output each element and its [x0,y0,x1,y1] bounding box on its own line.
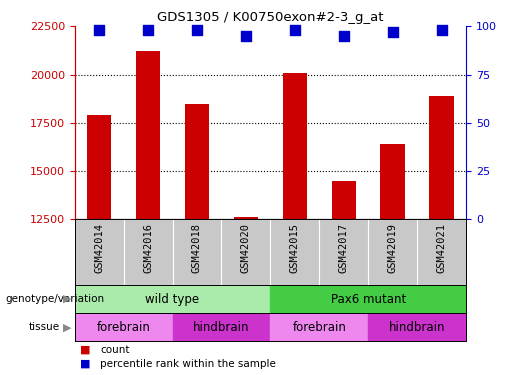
Text: forebrain: forebrain [293,321,346,334]
Text: hindbrain: hindbrain [389,321,445,334]
Point [95,27,103,33]
Text: hindbrain: hindbrain [193,321,250,334]
Text: ■: ■ [80,345,90,355]
Bar [87,115,111,219]
Bar [75,313,173,341]
Text: GSM42021: GSM42021 [437,223,447,273]
Text: ▶: ▶ [63,294,71,304]
Text: GSM42015: GSM42015 [290,223,300,273]
Bar [185,104,209,219]
Bar [234,217,258,219]
Text: ■: ■ [80,359,90,369]
Bar [332,181,356,219]
Text: percentile rank within the sample: percentile rank within the sample [100,359,277,369]
Bar [381,144,405,219]
Text: ▶: ▶ [63,322,71,332]
Text: wild type: wild type [145,292,200,306]
Point [339,33,348,39]
Bar [270,285,466,313]
Point [290,27,299,33]
Bar [270,313,368,341]
Point [193,27,201,33]
Text: forebrain: forebrain [97,321,150,334]
Point [144,27,152,33]
Text: tissue: tissue [28,322,59,332]
Text: GSM42014: GSM42014 [94,223,104,273]
Text: count: count [100,345,130,355]
Bar [283,73,307,219]
Bar [75,285,270,313]
Text: genotype/variation: genotype/variation [5,294,104,304]
Point [437,27,445,33]
Text: GSM42020: GSM42020 [241,223,251,273]
Text: Pax6 mutant: Pax6 mutant [331,292,406,306]
Bar [368,313,466,341]
Bar [136,51,160,219]
Point [242,33,250,39]
Text: GSM42017: GSM42017 [339,223,349,273]
Text: GSM42016: GSM42016 [143,223,153,273]
Text: GSM42018: GSM42018 [192,223,202,273]
Bar [430,96,454,219]
Bar [173,313,270,341]
Text: GSM42019: GSM42019 [388,223,398,273]
Title: GDS1305 / K00750exon#2-3_g_at: GDS1305 / K00750exon#2-3_g_at [157,11,384,24]
Point [388,29,397,35]
